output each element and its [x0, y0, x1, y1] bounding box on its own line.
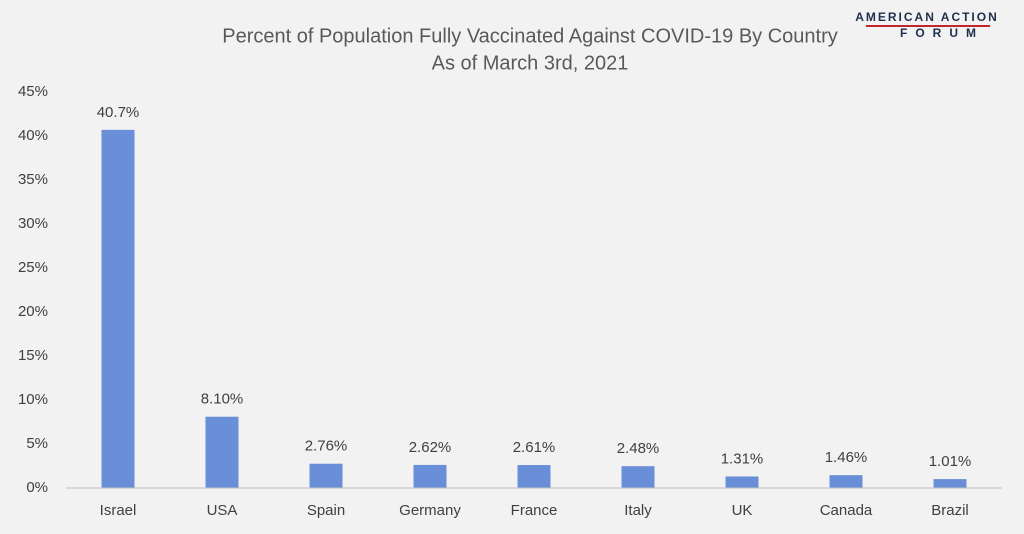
chart-subtitle: As of March 3rd, 2021 [432, 52, 629, 74]
bar [725, 476, 759, 488]
value-label: 2.61% [513, 439, 556, 456]
value-label: 40.7% [97, 104, 140, 121]
y-tick-label: 35% [18, 171, 48, 188]
bar [829, 475, 863, 488]
y-tick-label: 30% [18, 215, 48, 232]
value-label: 8.10% [201, 391, 244, 408]
y-tick-label: 0% [26, 479, 48, 496]
bar [621, 466, 655, 488]
value-label: 2.76% [305, 438, 348, 455]
x-tick-label: Spain [307, 502, 345, 519]
y-tick-label: 15% [18, 347, 48, 364]
value-label: 2.48% [617, 440, 660, 457]
value-label: 1.01% [929, 453, 972, 470]
y-tick-label: 25% [18, 259, 48, 276]
value-label: 1.46% [825, 449, 868, 466]
bar [933, 479, 967, 488]
logo-bottom: FORUM [900, 26, 984, 40]
x-tick-label: France [511, 502, 558, 519]
bar [517, 465, 551, 488]
y-tick-label: 40% [18, 127, 48, 144]
x-tick-label: Germany [399, 502, 461, 519]
y-tick-label: 5% [26, 435, 48, 452]
value-label: 1.31% [721, 450, 764, 467]
value-label: 2.62% [409, 439, 452, 456]
y-tick-label: 20% [18, 303, 48, 320]
logo-top: AMERICAN ACTION [855, 10, 999, 24]
bar [205, 416, 239, 488]
x-tick-label: USA [207, 502, 238, 519]
chart-title: Percent of Population Fully Vaccinated A… [222, 25, 838, 47]
y-tick-label: 45% [18, 83, 48, 100]
bar [309, 463, 343, 488]
x-tick-label: Brazil [931, 502, 969, 519]
x-tick-label: Italy [624, 502, 652, 519]
x-tick-label: Canada [820, 502, 873, 519]
x-tick-label: Israel [100, 502, 137, 519]
bar [101, 129, 135, 488]
y-tick-label: 10% [18, 391, 48, 408]
bar [413, 464, 447, 488]
x-tick-label: UK [732, 502, 753, 519]
